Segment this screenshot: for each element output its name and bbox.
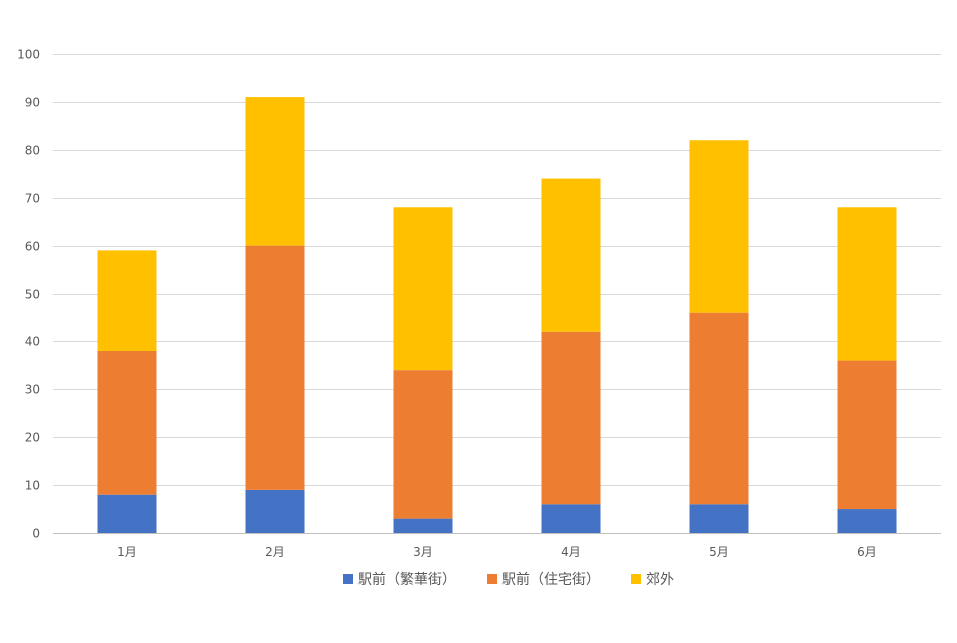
y-axis-ticks: 0 10 20 30 40 50 60 70 80 90 100 (17, 48, 40, 541)
bar-segment (245, 489, 305, 533)
y-tick-label: 60 (25, 240, 40, 254)
bar-segment (689, 504, 749, 533)
legend-swatch (487, 574, 497, 584)
legend-swatch (343, 574, 353, 584)
bar-segment (97, 250, 157, 351)
bar-segment (245, 97, 305, 246)
bar-segment (245, 245, 305, 490)
y-tick-label: 30 (25, 383, 40, 397)
bar-segment (541, 331, 601, 505)
bar-segment (837, 207, 897, 361)
y-tick-label: 70 (25, 192, 40, 206)
bar-segment (541, 504, 601, 533)
bar-segment (837, 509, 897, 533)
x-tick-label: 3月 (413, 545, 433, 559)
bar-segment (97, 350, 157, 495)
y-tick-label: 50 (25, 288, 40, 302)
x-tick-label: 2月 (265, 545, 285, 559)
bar-segment (97, 494, 157, 533)
bar-segment (393, 370, 453, 519)
x-tick-label: 1月 (117, 545, 137, 559)
legend-item: 駅前（繁華街） (343, 571, 456, 588)
bar-segment (393, 518, 453, 533)
legend-label: 郊外 (646, 571, 674, 588)
x-tick-label: 5月 (709, 545, 729, 559)
legend: 駅前（繁華街） 駅前（住宅街） 郊外 (343, 571, 674, 588)
bar-segment (393, 207, 453, 371)
x-tick-label: 6月 (857, 545, 877, 559)
gridlines (53, 54, 941, 534)
legend-item: 駅前（住宅街） (487, 571, 600, 588)
y-tick-label: 10 (25, 479, 40, 493)
bar-segment (689, 312, 749, 505)
legend-item: 郊外 (631, 571, 674, 588)
legend-label: 駅前（住宅街） (502, 571, 600, 588)
y-tick-label: 80 (25, 144, 40, 158)
bar-segment (837, 360, 897, 510)
legend-label: 駅前（繁華街） (358, 571, 456, 588)
y-tick-label: 100 (17, 48, 40, 62)
y-tick-label: 0 (32, 527, 40, 541)
legend-swatch (631, 574, 641, 584)
y-tick-label: 20 (25, 431, 40, 445)
bar-segment (689, 140, 749, 313)
x-tick-label: 4月 (561, 545, 581, 559)
y-tick-label: 40 (25, 335, 40, 349)
bars (97, 97, 897, 533)
y-tick-label: 90 (25, 96, 40, 110)
x-axis-ticks: 1月 2月 3月 4月 5月 6月 (117, 545, 877, 559)
bar-segment (541, 178, 601, 332)
